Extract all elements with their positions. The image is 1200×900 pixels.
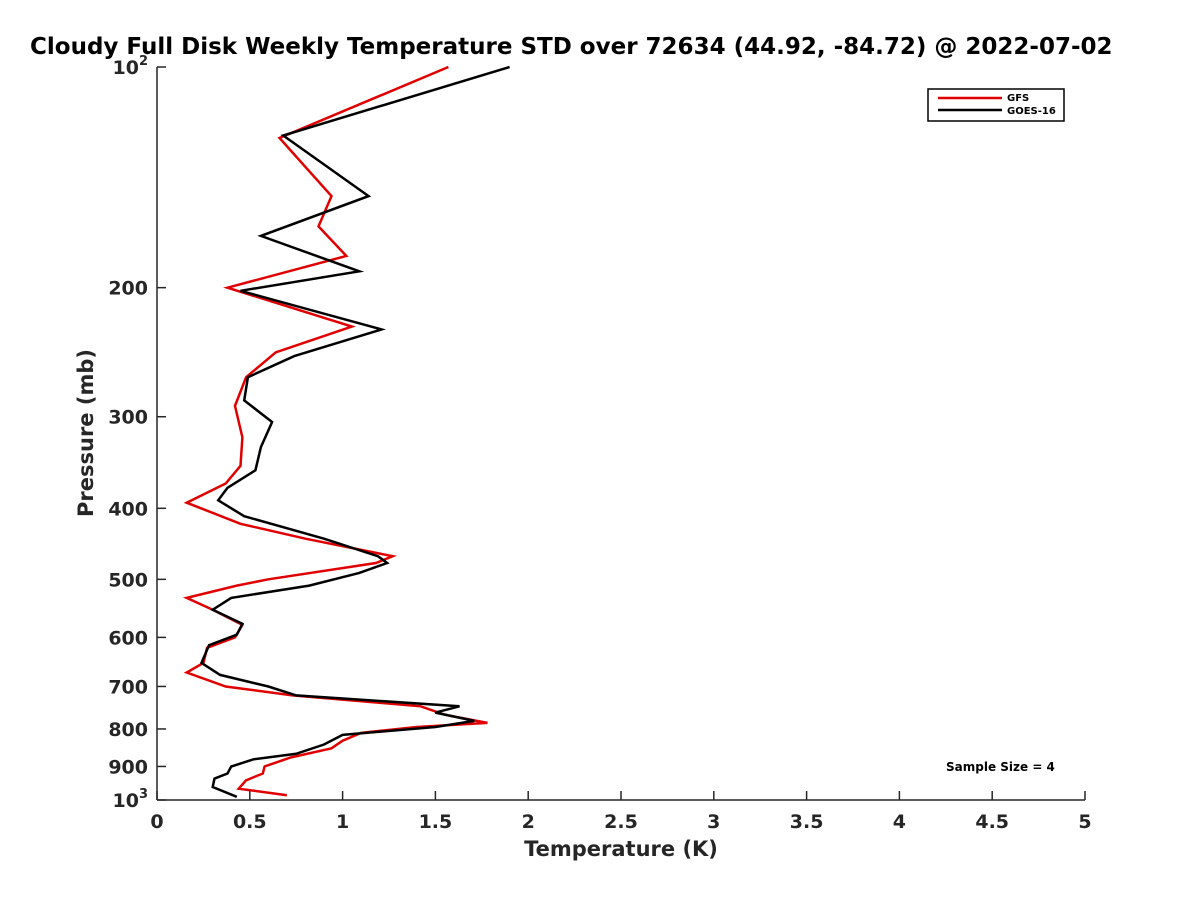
y-tick-label: 400 — [108, 498, 148, 520]
y-tick-label: 300 — [108, 407, 148, 429]
legend: GFS GOES-16 — [927, 88, 1065, 122]
y-tick-label: 600 — [108, 627, 148, 649]
x-axis-label: Temperature (K) — [524, 837, 718, 861]
chart-title: Cloudy Full Disk Weekly Temperature STD … — [30, 34, 1113, 60]
x-tick-label: 1 — [336, 811, 349, 833]
y-tick-label: 500 — [108, 569, 148, 591]
x-tick-label: 0.5 — [233, 811, 267, 833]
x-axis-ticks: 0 0.5 1 1.5 2 2.5 3 3.5 4 4.5 5 — [150, 791, 1092, 833]
y-tick-label: 102 — [113, 54, 149, 79]
sample-size-annotation: Sample Size = 4 — [946, 760, 1055, 774]
y-tick-label: 103 — [113, 787, 149, 812]
y-tick-label: 900 — [108, 756, 148, 778]
x-tick-label: 2.5 — [604, 811, 638, 833]
y-tick-label: 200 — [108, 278, 148, 300]
legend-label-goes-16: GOES-16 — [1007, 106, 1056, 117]
x-tick-label: 3.5 — [790, 811, 824, 833]
x-tick-label: 4 — [893, 811, 906, 833]
y-tick-label: 700 — [108, 676, 148, 698]
x-tick-label: 5 — [1078, 811, 1091, 833]
y-axis-label: Pressure (mb) — [74, 349, 98, 517]
series-line-gfs — [182, 65, 488, 797]
x-tick-label: 0 — [150, 811, 163, 833]
y-tick-label: 800 — [108, 719, 148, 741]
x-tick-label: 3 — [707, 811, 720, 833]
series-layer — [182, 65, 510, 798]
x-tick-label: 2 — [522, 811, 535, 833]
legend-box — [927, 88, 1065, 122]
legend-label-gfs: GFS — [1007, 93, 1029, 104]
series-line-goes-16 — [199, 65, 510, 798]
y-axis-ticks: 102 200 300 400 500 600 700 800 900 103 — [108, 54, 166, 812]
x-tick-label: 1.5 — [419, 811, 453, 833]
x-tick-label: 4.5 — [975, 811, 1009, 833]
